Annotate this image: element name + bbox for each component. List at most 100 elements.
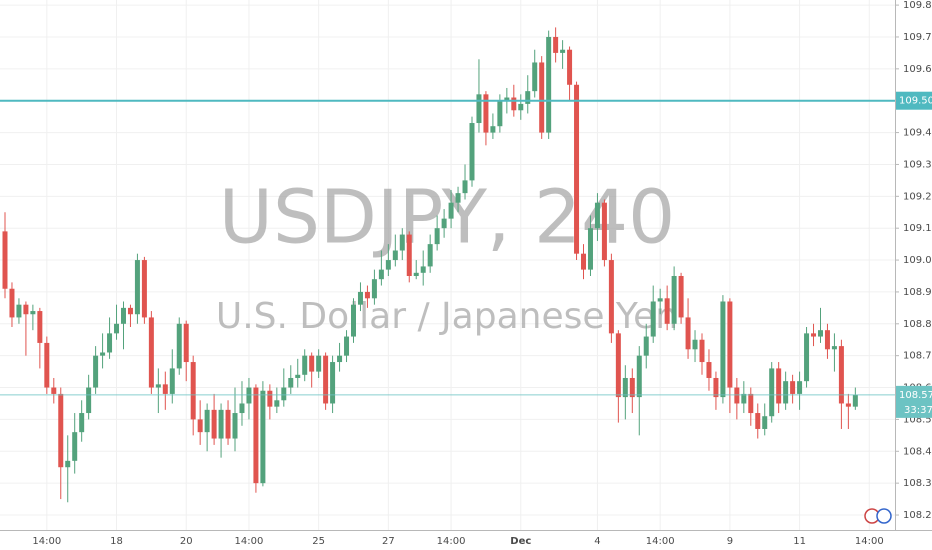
candle-body (504, 97, 510, 101)
candle-body (699, 339, 705, 363)
candle-body (483, 94, 489, 133)
candle-body (155, 384, 161, 388)
candle-body (197, 419, 203, 433)
candle-body (567, 49, 573, 85)
candle-body (288, 377, 294, 388)
candle-body (183, 323, 189, 363)
grid (0, 0, 895, 530)
candle-body (58, 393, 64, 468)
y-tick-label: 109.700 (903, 32, 932, 43)
candle-body (650, 301, 656, 337)
candle-body (678, 275, 684, 318)
x-tick-label: 14:00 (235, 536, 264, 547)
horizontal-line-label: 109.500 (899, 96, 932, 107)
countdown-label: 33:37 (904, 405, 932, 416)
y-tick-label: 108.400 (903, 446, 932, 457)
candle-body (601, 202, 607, 261)
candle-body (23, 304, 29, 315)
candle-body (357, 291, 363, 305)
x-tick-label: 18 (110, 536, 123, 547)
candle-body (532, 62, 538, 92)
candle-body (817, 330, 823, 337)
x-tick-label: 9 (727, 536, 733, 547)
candle-body (218, 409, 224, 439)
candle-body (93, 355, 99, 388)
candle-body (594, 202, 600, 229)
candle-body (120, 307, 126, 324)
candle-body (30, 311, 36, 315)
candle-body (462, 180, 468, 194)
x-tick-label: 11 (793, 536, 806, 547)
candle-body (762, 416, 768, 429)
watermark-description: U.S. Dollar / Japanese Yen (216, 296, 678, 337)
candle-body (511, 97, 517, 111)
candle-body (790, 381, 796, 394)
candle-body (685, 317, 691, 350)
candle-body (560, 49, 566, 53)
candle-body (692, 339, 698, 350)
candle-body (804, 333, 810, 382)
candle-body (330, 362, 336, 404)
candle-body (127, 307, 133, 315)
candle-body (657, 298, 663, 302)
candle-body (622, 377, 628, 398)
candle-body (100, 352, 106, 356)
candle-body (162, 384, 168, 394)
candle-body (525, 91, 531, 104)
candle-body (232, 413, 238, 439)
candle-body (518, 103, 524, 111)
candle-body (364, 291, 370, 299)
candle-body (16, 304, 22, 318)
candle-body (169, 368, 175, 394)
y-tick-label: 108.900 (903, 287, 932, 298)
last-price-box (896, 385, 932, 418)
candle-body (323, 355, 329, 404)
x-tick-label: 14:00 (32, 536, 61, 547)
y-tick-label: 108.500 (903, 414, 932, 425)
candle-body (2, 231, 8, 289)
candle-body (755, 413, 761, 429)
candle-body (204, 409, 210, 433)
candle-body (608, 260, 614, 334)
y-tick-label: 109.100 (903, 223, 932, 234)
candle-body (148, 317, 154, 388)
candle-body (629, 377, 635, 398)
candle-body (267, 390, 273, 407)
candle-body (420, 266, 426, 273)
candle-body (134, 260, 140, 315)
candle-body (176, 323, 182, 369)
candle-body (274, 400, 280, 407)
candle-body (9, 288, 15, 318)
candle-body (769, 368, 775, 417)
x-tick-label: 25 (312, 536, 325, 547)
x-tick-label: Dec (510, 536, 531, 547)
candle-body (344, 336, 350, 356)
y-tick-label: 109.800 (903, 0, 932, 11)
candle-body (371, 279, 377, 299)
candle-body (406, 234, 412, 276)
candle-body (281, 387, 287, 401)
candle-body (225, 409, 231, 439)
candle-body (587, 228, 593, 270)
candle-body (741, 393, 747, 404)
x-tick-label: 14:00 (437, 536, 466, 547)
candle-body (539, 62, 545, 133)
candle-body (706, 362, 712, 378)
candle-body (748, 393, 754, 414)
candle-body (211, 409, 217, 439)
candle-body (107, 333, 113, 353)
candle-body (824, 330, 830, 350)
candle-body (434, 228, 440, 245)
y-tick-label: 109.200 (903, 191, 932, 202)
x-tick-label: 20 (180, 536, 193, 547)
candle-body (643, 336, 649, 356)
y-tick-label: 108.200 (903, 510, 932, 521)
y-tick-label: 109.600 (903, 64, 932, 75)
candle-body (852, 394, 858, 407)
event-icon[interactable] (876, 508, 892, 524)
candle-body (141, 260, 147, 318)
candle-body (448, 202, 454, 219)
y-tick-label: 109.400 (903, 128, 932, 139)
